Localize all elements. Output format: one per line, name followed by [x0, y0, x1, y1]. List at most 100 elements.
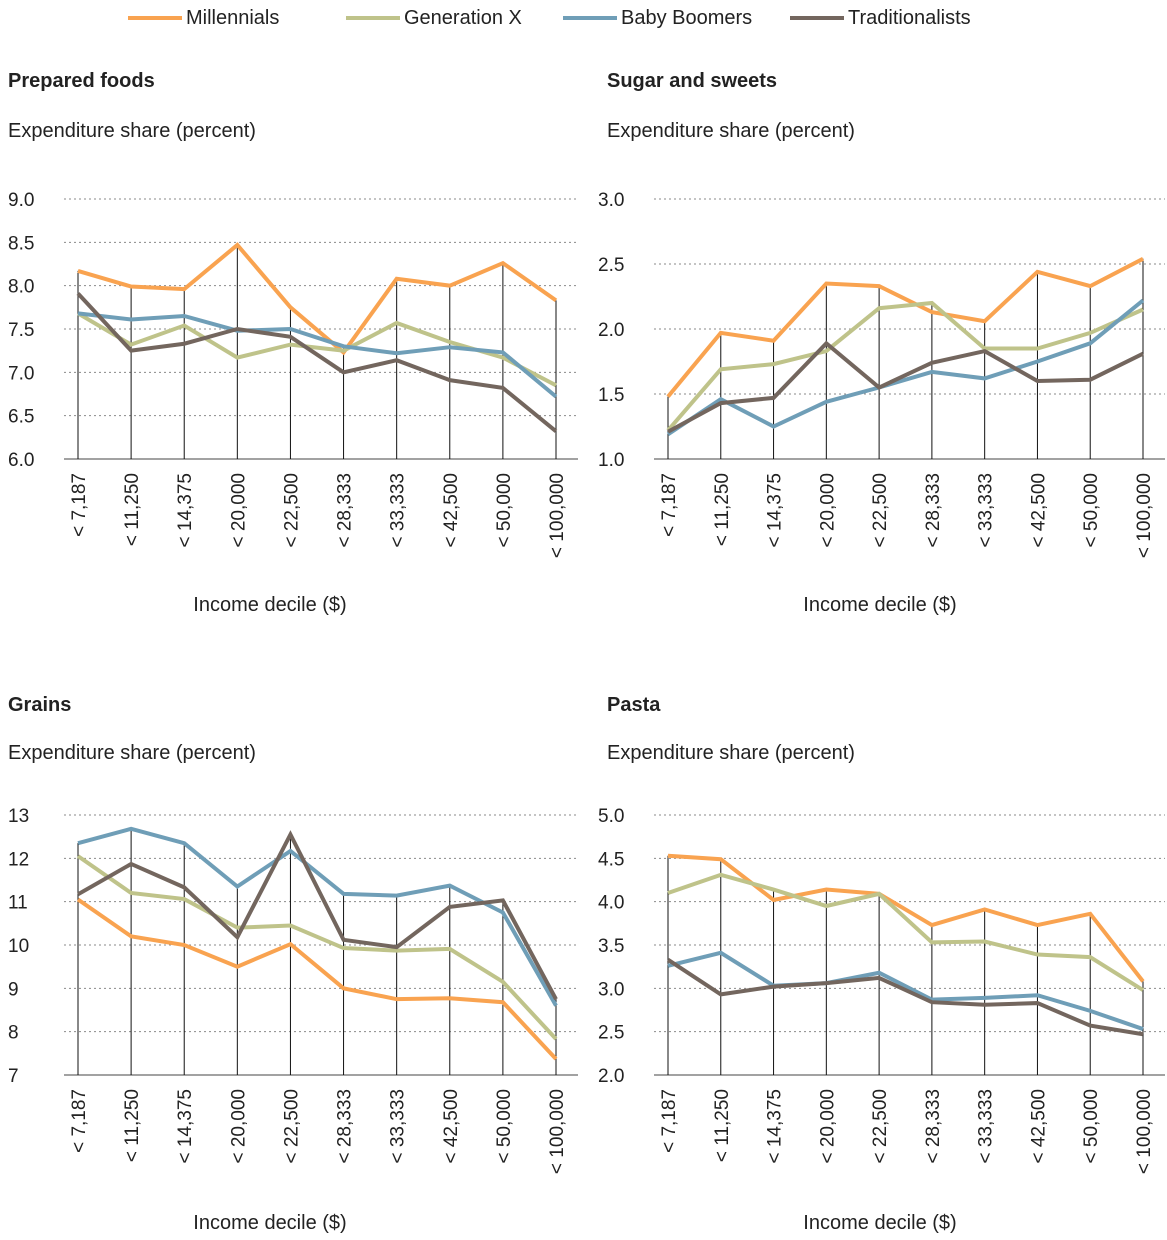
legend-label-generation-x: Generation X: [404, 6, 522, 29]
x-tick-label: < 14,375: [765, 473, 786, 548]
legend-swatch-millennials: [128, 16, 182, 20]
x-tick-label: < 28,333: [923, 1089, 944, 1164]
y-tick-label: 3.0: [598, 190, 624, 211]
y-tick-label: 4.5: [598, 849, 624, 870]
x-axis-label: Income decile ($): [193, 1212, 347, 1234]
x-tick-label: < 22,500: [281, 1089, 302, 1164]
x-tick-label: < 14,375: [175, 473, 196, 548]
y-tick-label: 3.0: [598, 979, 624, 1000]
x-tick-label: < 7,187: [69, 1089, 90, 1153]
line-chart-sugar-and-sweets: 1.0 1.5 2.0 2.5 3.0 < 7,187 < 11,250 < 14,375 < …: [598, 190, 1165, 558]
y-tick-label: 6.0: [8, 450, 34, 471]
x-tick-label: < 28,333: [923, 473, 944, 548]
x-tick-label: < 22,500: [870, 1089, 891, 1164]
series-line-baby-boomers: [77, 311, 558, 399]
series-line-baby-boomers: [77, 826, 558, 1007]
panel-title: Sugar and sweets: [607, 70, 778, 92]
x-tick-label: < 33,333: [976, 1089, 997, 1164]
series-line-generation-x: [667, 872, 1145, 992]
legend-item-baby-boomers: Baby Boomers: [563, 4, 752, 32]
legend-label-millennials: Millennials: [186, 6, 280, 29]
x-tick-label: < 20,000: [228, 473, 249, 548]
y-tick-label: 10: [8, 936, 29, 957]
series-line-traditionalists: [77, 830, 558, 1001]
x-tick-label: < 11,250: [122, 1089, 143, 1162]
series-line-millennials: [77, 242, 558, 356]
x-tick-label: < 50,000: [1081, 1089, 1102, 1164]
x-tick-label: < 11,250: [712, 1089, 733, 1162]
y-tick-label: 8.0: [8, 277, 34, 298]
series-line-traditionalists: [666, 958, 1144, 1037]
x-tick-label: < 28,333: [335, 473, 356, 548]
series-line-generation-x: [76, 854, 558, 1041]
x-axis-label: Income decile ($): [193, 594, 347, 616]
y-axis-label: Expenditure share (percent): [607, 742, 855, 764]
line-chart-grains: 7 8 9 10 11 12 13 < 7,187 < 11,250 < 14,375 < 20,0…: [8, 806, 578, 1174]
x-tick-label: < 11,250: [712, 473, 733, 546]
x-tick-label: < 33,333: [388, 1089, 409, 1164]
y-axis-label: Expenditure share (percent): [607, 120, 855, 142]
series-line-traditionalists: [667, 340, 1144, 434]
x-tick-label: < 20,000: [228, 1089, 249, 1164]
legend-item-generation-x: Generation X: [346, 4, 522, 32]
legend-swatch-baby-boomers: [563, 16, 617, 20]
legend-label-baby-boomers: Baby Boomers: [621, 6, 753, 29]
line-chart-prepared-foods: 6.0 6.5 7.0 7.5 8.0 8.5 9.0 < 7,187 < 11,250 < 14…: [8, 190, 578, 558]
series-line-baby-boomers: [666, 298, 1145, 436]
y-tick-label: 8.5: [8, 233, 34, 254]
y-tick-label: 6.5: [8, 407, 34, 428]
x-tick-label: < 42,500: [1028, 473, 1049, 548]
y-tick-label: 13: [8, 806, 29, 827]
y-tick-label: 5.0: [598, 806, 624, 827]
y-tick-label: 3.5: [598, 936, 624, 957]
x-tick-label: < 20,000: [817, 1089, 838, 1164]
legend-item-traditionalists: Traditionalists: [790, 4, 971, 32]
line-chart-pasta: 2.0 2.5 3.0 3.5 4.0 4.5 5.0 < 7,187 < 11,250 < 14…: [598, 806, 1165, 1174]
x-tick-label: < 50,000: [1081, 473, 1102, 548]
y-tick-label: 7.5: [8, 320, 34, 341]
x-tick-label: < 14,375: [175, 1089, 196, 1164]
x-tick-label: < 100,000: [547, 1089, 568, 1174]
y-axis-label: Expenditure share (percent): [8, 120, 256, 142]
x-tick-label: < 7,187: [659, 1089, 680, 1153]
legend-swatch-generation-x: [346, 16, 400, 20]
y-axis-label: Expenditure share (percent): [8, 742, 256, 764]
x-tick-label: < 100,000: [547, 473, 568, 558]
y-tick-label: 2.0: [598, 320, 624, 341]
y-tick-label: 9.0: [8, 190, 34, 211]
x-tick-label: < 100,000: [1134, 1089, 1155, 1174]
legend-item-millennials: Millennials: [128, 4, 279, 32]
legend-swatch-traditionalists: [790, 16, 844, 20]
y-tick-label: 2.5: [598, 1023, 624, 1044]
x-tick-label: < 50,000: [494, 473, 515, 547]
x-tick-label: < 20,000: [817, 473, 838, 548]
x-tick-label: < 7,187: [69, 473, 90, 537]
y-tick-label: 12: [8, 849, 29, 870]
legend-label-traditionalists: Traditionalists: [848, 6, 971, 29]
x-tick-label: < 50,000: [494, 1089, 515, 1164]
series-line-traditionalists: [76, 292, 558, 433]
x-tick-label: < 33,333: [976, 473, 997, 548]
panel-title: Prepared foods: [8, 70, 155, 92]
x-tick-label: < 28,333: [335, 1089, 356, 1164]
x-tick-label: < 42,500: [1028, 1089, 1049, 1164]
y-tick-label: 9: [8, 979, 19, 1000]
y-tick-label: 8: [8, 1023, 19, 1044]
y-tick-label: 11: [8, 893, 28, 914]
x-tick-label: < 42,500: [441, 473, 462, 548]
x-tick-label: < 22,500: [281, 473, 302, 548]
y-tick-label: 7: [8, 1066, 19, 1087]
y-tick-label: 1.5: [598, 385, 624, 406]
x-tick-label: < 7,187: [659, 473, 680, 537]
y-tick-label: 4.0: [598, 893, 624, 914]
chart-legend: Millennials Generation X Baby Boomers Tr…: [0, 0, 1167, 40]
x-tick-label: < 33,333: [388, 473, 409, 548]
x-axis-label: Income decile ($): [803, 594, 957, 616]
x-tick-label: < 11,250: [122, 473, 143, 546]
series-line-generation-x: [666, 300, 1144, 432]
x-tick-label: < 42,500: [441, 1089, 462, 1164]
series-line-millennials: [76, 897, 558, 1061]
x-tick-label: < 22,500: [870, 473, 891, 548]
x-tick-label: < 100,000: [1134, 473, 1155, 558]
y-tick-label: 2.0: [598, 1066, 624, 1087]
